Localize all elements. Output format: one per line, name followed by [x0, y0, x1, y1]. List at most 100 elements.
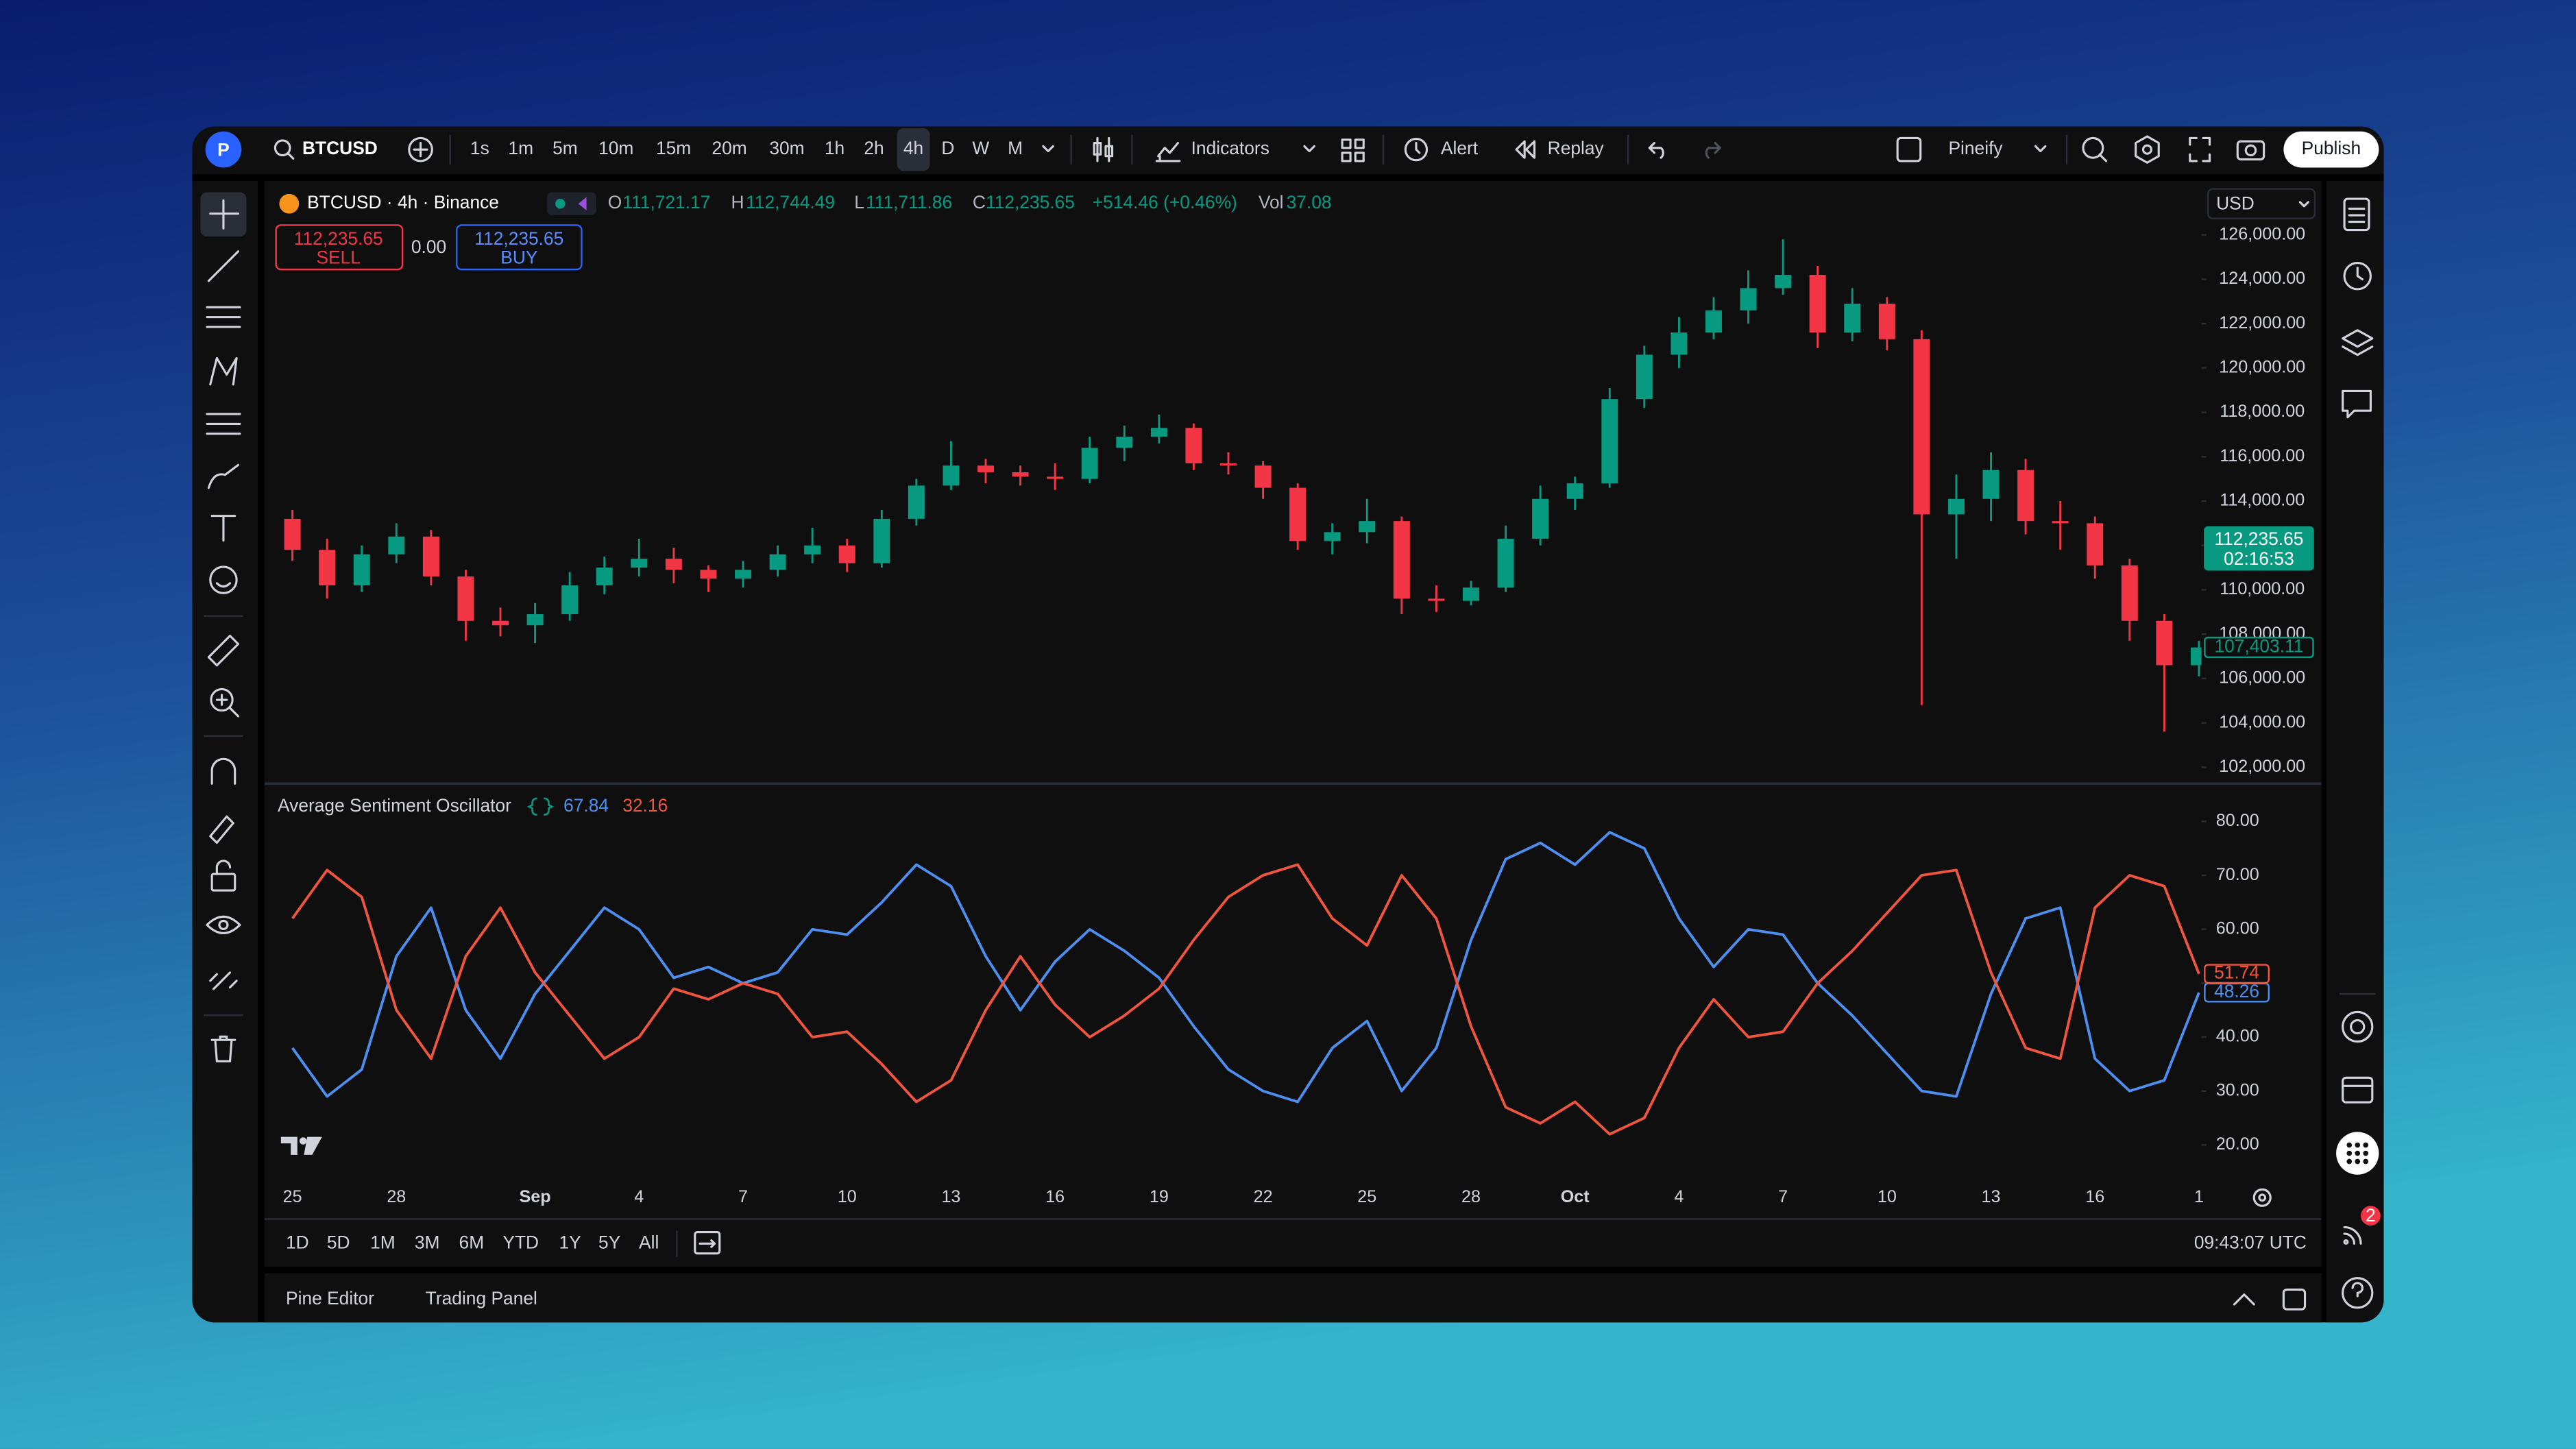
- candle-body: [665, 559, 682, 570]
- interval-button[interactable]: 1m: [508, 138, 533, 158]
- compare-icon[interactable]: [408, 136, 433, 162]
- range-button[interactable]: 3M: [415, 1232, 440, 1252]
- range-button[interactable]: 1M: [370, 1232, 396, 1252]
- x-tick-label: 4: [634, 1187, 644, 1206]
- maximize-panel[interactable]: [2282, 1288, 2307, 1311]
- publish-button[interactable]: [2283, 131, 2379, 168]
- range-button[interactable]: 1Y: [559, 1232, 581, 1252]
- panel-tab[interactable]: Trading Panel: [426, 1288, 537, 1308]
- indicator-title[interactable]: Average Sentiment Oscillator: [278, 795, 511, 816]
- zoom-tool[interactable]: [210, 687, 240, 718]
- x-tick-label: 7: [1778, 1187, 1788, 1206]
- ohlc-legend: O 111,721.17 H 112,744.49 L 111,711.86 C 112,23…: [608, 192, 1075, 212]
- indicators-icon[interactable]: [1155, 142, 1181, 162]
- notification-badge: [2361, 1206, 2381, 1226]
- interval-button[interactable]: M: [1008, 138, 1023, 158]
- remove-tool[interactable]: [210, 1035, 236, 1062]
- buy-button[interactable]: [456, 224, 583, 271]
- interval-button[interactable]: D: [941, 138, 954, 158]
- interval-button[interactable]: 5m: [552, 138, 578, 158]
- lock-tool[interactable]: [210, 860, 236, 892]
- range-group: 1D 5D 1M 3M 6M YTD 1Y 5Y All: [286, 1232, 659, 1252]
- goto-date-icon[interactable]: [694, 1231, 721, 1255]
- fib-tool[interactable]: [206, 306, 241, 328]
- alert-button[interactable]: Alert: [1441, 138, 1479, 158]
- fullscreen-icon[interactable]: [2189, 136, 2211, 162]
- candle-body: [1775, 274, 1792, 289]
- market-status: [555, 199, 566, 209]
- brush-tool[interactable]: [207, 463, 240, 489]
- lock-drawing-tool[interactable]: [209, 815, 234, 844]
- calendar-icon[interactable]: [2342, 1076, 2374, 1104]
- interval-button[interactable]: 4h: [903, 138, 923, 158]
- alert-icon[interactable]: [1404, 138, 1429, 162]
- target-icon[interactable]: [2342, 1010, 2374, 1043]
- candle-body: [1636, 354, 1653, 400]
- settings-icon[interactable]: [2135, 135, 2160, 164]
- measure-tool[interactable]: [207, 635, 240, 667]
- redo-button[interactable]: [1705, 142, 1721, 159]
- search-icon[interactable]: [274, 139, 295, 160]
- feed-icon[interactable]: [2343, 1226, 2362, 1245]
- interval-button[interactable]: 15m: [656, 138, 691, 158]
- layout-menu[interactable]: [2034, 145, 2047, 153]
- symbol-title[interactable]: BTCUSD · 4h · Binance: [307, 192, 499, 212]
- interval-button[interactable]: 1h: [825, 138, 845, 158]
- source-code-icon[interactable]: [526, 797, 555, 816]
- candle-body: [1497, 539, 1514, 588]
- interval-button[interactable]: 2h: [864, 138, 884, 158]
- forecast-tool[interactable]: [206, 413, 241, 435]
- watchlist-icon[interactable]: [2343, 197, 2370, 232]
- interval-button[interactable]: 10m: [598, 138, 633, 158]
- chart-type-icon[interactable]: [1093, 136, 1114, 162]
- magnet-tool[interactable]: [210, 757, 236, 785]
- clock[interactable]: 09:43:07 UTC: [2194, 1232, 2307, 1252]
- replay-button[interactable]: Replay: [1548, 138, 1605, 158]
- range-button[interactable]: 5D: [327, 1232, 350, 1252]
- range-button[interactable]: 5Y: [598, 1232, 620, 1252]
- templates-icon[interactable]: [1341, 138, 1365, 162]
- quick-search-icon[interactable]: [2082, 136, 2108, 162]
- range-button[interactable]: 1D: [286, 1232, 309, 1252]
- currency-selector[interactable]: [2207, 188, 2316, 220]
- undo-button[interactable]: [1648, 142, 1664, 159]
- emoji-tool[interactable]: [209, 565, 238, 594]
- chat-icon[interactable]: [2342, 389, 2372, 419]
- status-badge[interactable]: [547, 192, 596, 216]
- pattern-tool[interactable]: [209, 356, 238, 386]
- snapshot-icon[interactable]: [2236, 140, 2265, 161]
- logo[interactable]: [205, 131, 242, 168]
- help-icon[interactable]: [2342, 1277, 2374, 1309]
- candle-body: [2121, 565, 2138, 621]
- link-tool[interactable]: [209, 971, 238, 990]
- replay-icon[interactable]: [1515, 140, 1536, 159]
- visibility-tool[interactable]: [206, 915, 241, 934]
- layout-name[interactable]: Pineify: [1948, 138, 2003, 158]
- range-button[interactable]: All: [639, 1232, 659, 1252]
- interval-menu[interactable]: [1042, 145, 1054, 153]
- candle-body: [1740, 288, 1757, 310]
- expand-panel[interactable]: [2233, 1293, 2255, 1306]
- interval-button[interactable]: 30m: [769, 138, 804, 158]
- indicators-menu[interactable]: [1303, 145, 1315, 153]
- layout-icon[interactable]: [1896, 136, 1922, 162]
- y-tick-label: 114,000.00: [2220, 491, 2305, 510]
- interval-button[interactable]: 20m: [712, 138, 746, 158]
- candle-body: [1116, 437, 1133, 448]
- symbol-search[interactable]: BTCUSD: [302, 138, 378, 158]
- range-button[interactable]: YTD: [502, 1232, 539, 1252]
- layers-icon[interactable]: [2342, 329, 2374, 356]
- text-tool[interactable]: [210, 515, 236, 542]
- interval-button[interactable]: W: [972, 138, 989, 158]
- crosshair-tool[interactable]: [209, 199, 240, 230]
- panel-tab[interactable]: Pine Editor: [286, 1288, 374, 1308]
- indicators-button[interactable]: Indicators: [1191, 138, 1269, 158]
- range-button[interactable]: 6M: [459, 1232, 485, 1252]
- last-value-box: [2204, 964, 2270, 984]
- trend-line-tool[interactable]: [207, 250, 240, 282]
- sell-button[interactable]: [275, 224, 404, 271]
- interval-button[interactable]: 1s: [470, 138, 489, 158]
- axis-settings[interactable]: [2252, 1188, 2272, 1207]
- alerts-icon[interactable]: [2343, 261, 2372, 291]
- candle-body: [1428, 598, 1445, 601]
